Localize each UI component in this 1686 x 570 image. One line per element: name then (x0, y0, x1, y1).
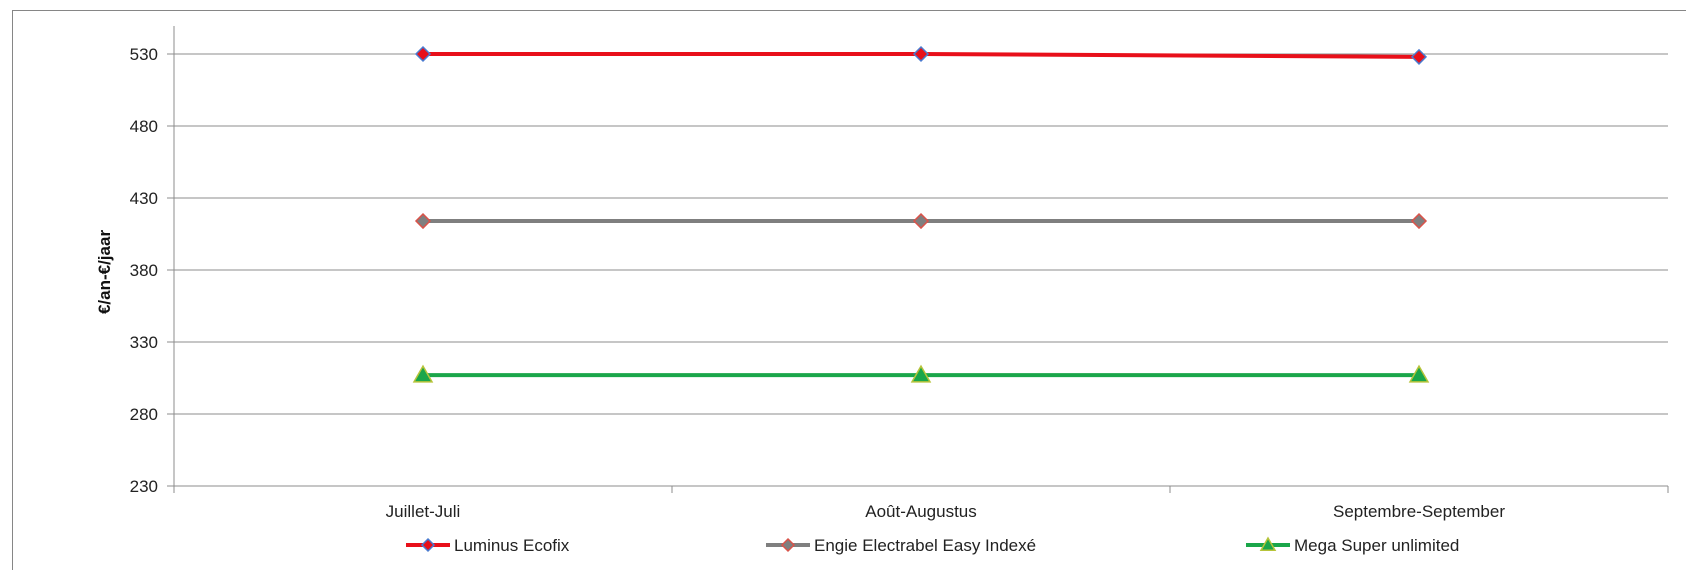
chart-frame (12, 10, 1686, 570)
legend: Luminus Ecofix Engie Electrabel Easy Inde… (406, 536, 1459, 555)
legend-marker (420, 537, 436, 553)
y-tick-label: 480 (130, 117, 158, 136)
data-point (414, 212, 432, 230)
x-tick-label: Septembre-September (1333, 502, 1505, 521)
y-tick-label: 330 (130, 333, 158, 352)
legend-label: Mega Super unlimited (1294, 536, 1459, 555)
data-point (1410, 48, 1428, 65)
legend-item: Mega Super unlimited (1246, 536, 1459, 555)
x-tick-label: Juillet-Juli (386, 502, 461, 521)
legend-label: Engie Electrabel Easy Indexé (814, 536, 1036, 555)
axes: 230 280 330 380 430 480 530 Juillet-Juli Août-Au… (130, 26, 1669, 521)
y-axis-label: €/an-€/jaar (95, 230, 114, 314)
y-tick-label: 380 (130, 261, 158, 280)
data-point (414, 45, 432, 63)
series-2 (414, 212, 1428, 230)
legend-marker (1259, 536, 1277, 551)
series-1 (414, 45, 1428, 65)
y-tick-label: 230 (130, 477, 158, 496)
legend-label: Luminus Ecofix (454, 536, 570, 555)
y-tick-label: 530 (130, 45, 158, 64)
series-3 (412, 364, 1430, 383)
legend-item: Luminus Ecofix (406, 536, 570, 555)
legend-marker (780, 537, 796, 553)
y-tick-label: 280 (130, 405, 158, 424)
data-point (910, 364, 932, 383)
y-tick-label: 430 (130, 189, 158, 208)
legend-item: Engie Electrabel Easy Indexé (766, 536, 1036, 555)
x-tick-label: Août-Augustus (865, 502, 977, 521)
data-point (1408, 364, 1430, 383)
gridlines (174, 53, 1668, 415)
data-point (1410, 212, 1428, 230)
data-point (912, 45, 930, 63)
data-point (412, 364, 434, 383)
series (412, 45, 1430, 383)
data-point (912, 212, 930, 230)
